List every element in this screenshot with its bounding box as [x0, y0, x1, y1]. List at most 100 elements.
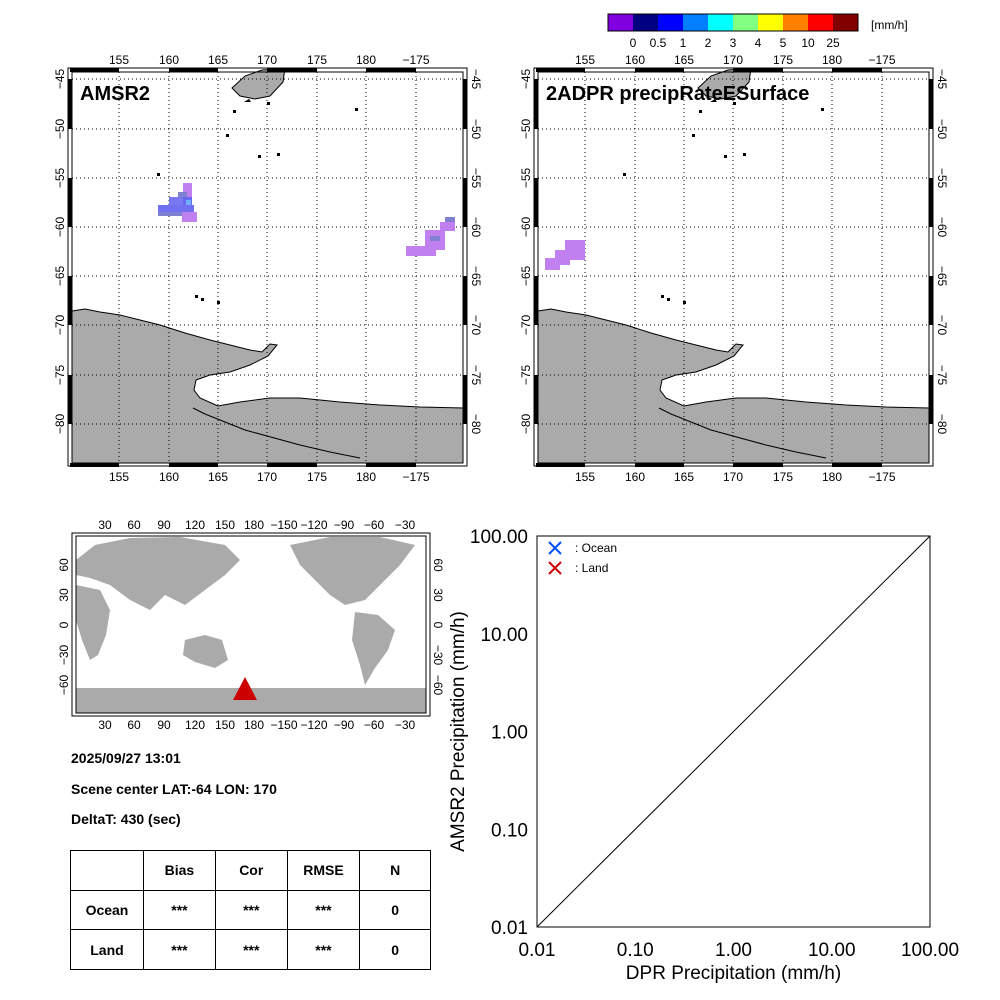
colorbar-swatch: [808, 14, 833, 31]
lon-tick-label: 170: [723, 53, 743, 67]
regional-map-0: 155 155 160 160 165 165 170 170 175 175 180 180 −175…: [53, 53, 483, 484]
lon-tick-label: 165: [208, 470, 228, 484]
legend-label: : Ocean: [575, 541, 617, 555]
continent-land: [352, 612, 395, 685]
small-island: [258, 155, 261, 158]
lon-tick-label: −120: [300, 518, 327, 532]
lon-tick-label: 160: [159, 470, 179, 484]
small-island: [201, 298, 204, 301]
colorbar-tick-label: 0.5: [650, 36, 667, 50]
small-island: [724, 155, 727, 158]
colorbar-tick-label: 0: [630, 36, 637, 50]
lat-tick-label: −45: [519, 68, 533, 89]
lon-tick-label: 175: [307, 470, 327, 484]
frame-bar: [463, 79, 467, 129]
small-island: [157, 173, 160, 176]
colorbar-swatch: [683, 14, 708, 31]
frame-bar: [68, 375, 72, 424]
x-tick-label: 10.00: [808, 940, 856, 961]
table-cell: ***: [286, 929, 361, 970]
scatter-plot: 0.010.01 0.10 0.10 1.00 1.00 10.00 10.00 100.00…: [448, 527, 959, 984]
table-header-row: Bias Cor RMSE N: [70, 850, 431, 891]
lat-tick-label: −75: [53, 364, 67, 385]
lat-tick-label: −80: [519, 413, 533, 434]
small-island: [226, 134, 229, 137]
lat-tick-label: −45: [53, 68, 67, 89]
lat-tick-label: −30: [57, 644, 71, 665]
lat-tick-label: −60: [53, 216, 67, 237]
colorbar-swatch: [708, 14, 733, 31]
small-island: [667, 298, 670, 301]
lat-tick-label: −65: [53, 265, 67, 286]
x-tick-label: 0.10: [617, 940, 654, 961]
scene-center-label: Scene center LAT:-64 LON: 170: [71, 781, 277, 797]
lat-tick-label: 60: [431, 558, 445, 572]
precip-pixel: [183, 183, 192, 192]
precip-pixel: [158, 205, 194, 214]
lon-tick-label: −175: [402, 470, 429, 484]
lat-tick-label: −75: [935, 365, 949, 386]
colorbar-swatch: [608, 14, 633, 31]
lat-tick-label: −80: [469, 414, 483, 435]
lat-tick-label: −75: [519, 364, 533, 385]
small-island: [683, 301, 686, 304]
lat-tick-label: −60: [469, 217, 483, 238]
colorbar-swatch: [783, 14, 808, 31]
table-row: Land *** *** *** 0: [70, 929, 431, 970]
precip-pixel: [406, 246, 436, 256]
lon-tick-label: 180: [822, 470, 842, 484]
legend-label: : Land: [575, 561, 608, 575]
map-title: AMSR2: [80, 83, 150, 105]
lon-tick-label: −175: [868, 470, 895, 484]
precip-pixel: [169, 197, 187, 206]
lat-tick-label: −45: [469, 69, 483, 90]
lat-tick-label: 30: [57, 588, 71, 602]
lat-tick-label: −65: [935, 266, 949, 287]
lon-tick-label: −175: [868, 53, 895, 67]
lon-tick-label: 160: [625, 53, 645, 67]
lat-tick-label: −70: [53, 314, 67, 335]
island-land: [231, 67, 286, 100]
lon-tick-label: 180: [244, 718, 264, 732]
lat-tick-label: −80: [53, 413, 67, 434]
frame-bar: [366, 463, 416, 467]
table-cell: ***: [214, 929, 288, 970]
precip-pixel: [158, 212, 185, 216]
frame-bar: [536, 463, 585, 467]
lon-tick-label: −90: [334, 718, 355, 732]
frame-bar: [832, 68, 882, 72]
lat-tick-label: 60: [57, 558, 71, 572]
colorbar-tick-label: 25: [826, 36, 840, 50]
x-tick-label: 0.01: [519, 940, 556, 961]
small-island: [233, 110, 236, 113]
lat-tick-label: −60: [935, 217, 949, 238]
lat-tick-label: −80: [935, 414, 949, 435]
lon-tick-label: 180: [356, 470, 376, 484]
frame-bar: [534, 276, 538, 325]
frame-bar: [463, 178, 467, 227]
colorbar-frame: [607, 13, 859, 32]
x-tick-label: 1.00: [715, 940, 752, 961]
datetime-label: 2025/09/27 13:01: [71, 750, 181, 766]
lon-tick-label: −150: [270, 718, 297, 732]
lon-tick-label: 90: [157, 718, 171, 732]
lon-tick-label: 165: [674, 53, 694, 67]
lat-tick-label: −70: [469, 315, 483, 336]
frame-bar: [534, 79, 538, 129]
colorbar-tick-label: 10: [801, 36, 815, 50]
small-island: [661, 295, 664, 298]
table-cell: 0: [359, 889, 431, 931]
lon-tick-label: 170: [257, 53, 277, 67]
table-cell: ***: [142, 929, 216, 970]
small-island: [692, 134, 695, 137]
frame-bar: [929, 375, 933, 424]
lon-tick-label: −60: [364, 718, 385, 732]
frame-bar: [832, 463, 882, 467]
lon-tick-label: 155: [109, 53, 129, 67]
frame-bar: [267, 68, 317, 72]
frame-bar: [536, 68, 585, 72]
lat-tick-label: −55: [53, 167, 67, 188]
lat-tick-label: −50: [935, 119, 949, 140]
